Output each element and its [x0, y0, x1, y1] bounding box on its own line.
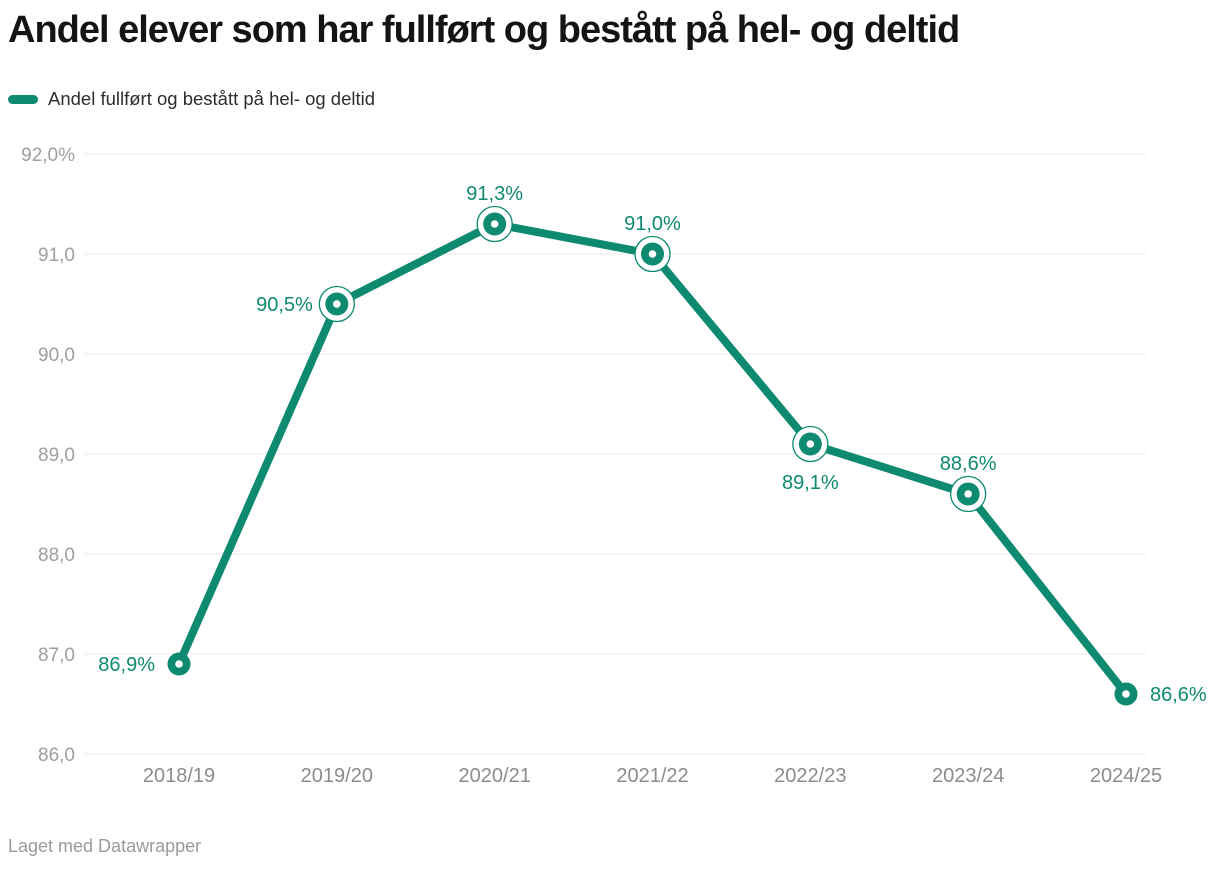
x-axis-tick-label: 2020/21	[459, 765, 531, 787]
data-point-center-dot	[333, 300, 341, 308]
x-axis-tick-label: 2022/23	[774, 765, 846, 787]
data-point-center-dot	[1122, 690, 1130, 698]
attribution: Laget med Datawrapper	[8, 836, 202, 856]
x-axis-tick-label: 2019/20	[301, 765, 373, 787]
data-point-value-label: 91,0%	[624, 213, 681, 235]
data-point-center-dot	[490, 220, 499, 228]
data-point-center-dot	[648, 250, 657, 258]
data-point-value-label: 90,5%	[256, 294, 313, 316]
data-point-value-label: 89,1%	[782, 472, 839, 494]
legend-swatch-icon	[8, 94, 38, 104]
y-axis-tick-label: 91,0	[38, 245, 75, 266]
x-axis-tick-label: 2024/25	[1090, 765, 1162, 787]
y-axis-tick-label: 92,0%	[21, 145, 75, 166]
data-point-center-dot	[175, 660, 183, 668]
x-axis-tick-label: 2023/24	[932, 765, 1004, 787]
data-point-value-label: 86,9%	[98, 654, 155, 676]
chart-title: Andel elever som har fullført og bestått…	[8, 9, 960, 51]
data-point-center-dot	[806, 440, 815, 448]
x-axis-tick-label: 2018/19	[143, 765, 215, 787]
y-axis-tick-label: 86,0	[38, 745, 75, 766]
legend-label: Andel fullført og bestått på hel- og del…	[48, 88, 376, 109]
y-axis-tick-label: 87,0	[38, 645, 75, 666]
data-point-center-dot	[964, 490, 972, 498]
legend: Andel fullført og bestått på hel- og del…	[8, 88, 375, 110]
x-axis-tick-label: 2021/22	[616, 765, 688, 787]
y-axis-tick-label: 90,0	[38, 345, 75, 366]
data-point-value-label: 88,6%	[940, 453, 997, 475]
y-axis-tick-label: 88,0	[38, 545, 75, 566]
data-point-value-label: 86,6%	[1150, 684, 1207, 706]
y-axis-tick-label: 89,0	[38, 445, 75, 466]
data-point-value-label: 91,3%	[466, 183, 523, 205]
